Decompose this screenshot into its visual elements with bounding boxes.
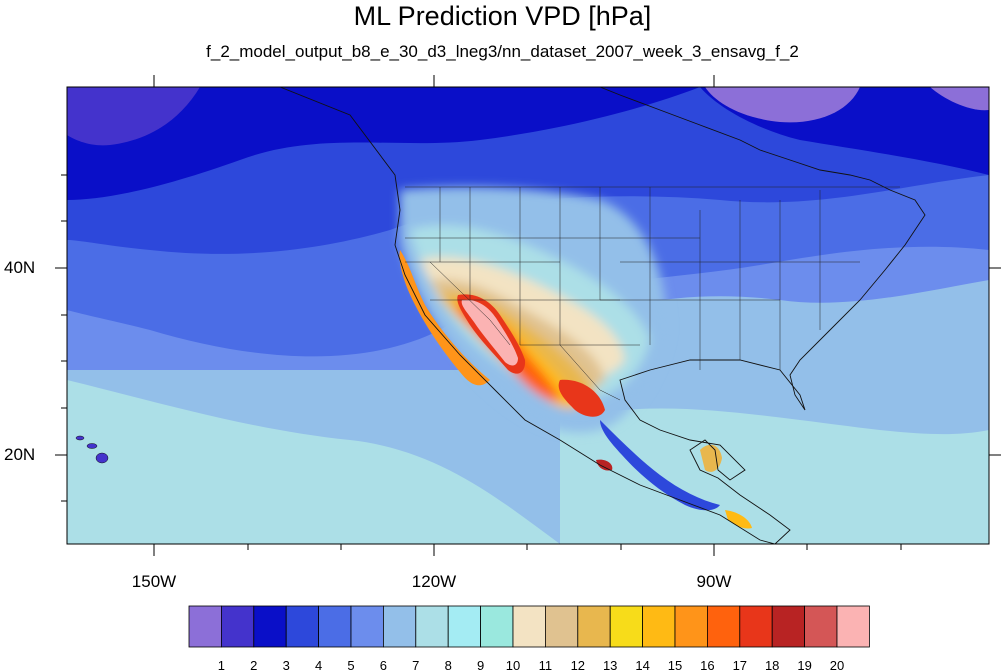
- colorbar-swatch: [739, 605, 773, 648]
- hawaii-islands: [75, 435, 109, 464]
- colorbar-swatch: [415, 605, 449, 648]
- colorbar-level-label: 9: [477, 658, 484, 672]
- colorbar-level-label: 5: [347, 658, 354, 672]
- colorbar-swatch: [771, 605, 806, 648]
- colorbar-swatch: [318, 605, 352, 648]
- continent-coastline: [279, 87, 926, 544]
- centralam-dry: [725, 510, 752, 529]
- colorbar-level-label: 19: [797, 658, 811, 672]
- colorbar-level-label: 20: [830, 658, 844, 672]
- colorbar-swatch: [285, 605, 320, 648]
- field-caribbean-light: [560, 408, 989, 544]
- colorbar-level-label: 6: [380, 658, 387, 672]
- colorbar-level-label: 14: [635, 658, 649, 672]
- field-purple-ne2: [930, 87, 989, 111]
- field-purple-ne: [705, 87, 860, 123]
- colorbar-swatch: [382, 605, 417, 648]
- colorbar-level-label: 2: [250, 658, 257, 672]
- hot-core: [461, 299, 518, 366]
- colorbar-level-label: 17: [733, 658, 747, 672]
- colorbar-swatch: [577, 605, 611, 648]
- colorbar-level-label: 15: [668, 658, 682, 672]
- colorbar-swatch: [609, 605, 644, 648]
- hot-spot-mexico: [558, 379, 605, 417]
- field-purple-nw: [67, 87, 200, 146]
- colorbar-swatch: [512, 605, 546, 648]
- lat-label-20n: 20N: [4, 445, 36, 464]
- colorbar-swatch: [642, 605, 676, 648]
- colorbar-swatch: [836, 605, 870, 648]
- lon-label-150w: 150W: [131, 572, 177, 591]
- lon-label-90w: 90W: [696, 572, 732, 591]
- colorbar-level-label: 4: [315, 658, 322, 672]
- colorbar-swatch: [447, 605, 482, 648]
- colorbar-swatch: [220, 605, 255, 648]
- colorbar-swatch: [188, 605, 222, 648]
- colorbar-swatch: [350, 605, 384, 648]
- colorbar-level-label: 3: [283, 658, 290, 672]
- colorbar-level-label: 10: [506, 658, 520, 672]
- lon-label-120w: 120W: [411, 572, 457, 591]
- colorbar-swatch: [545, 605, 579, 648]
- state-boundaries: [405, 186, 900, 401]
- colorbar-level-label: 13: [603, 658, 617, 672]
- lat-label-40n: 40N: [4, 258, 36, 277]
- colorbar-swatch: [707, 605, 741, 648]
- mexico-hot-dot: [596, 459, 613, 471]
- map-subtitle: f_2_model_output_b8_e_30_d3_lneg3/nn_dat…: [206, 42, 799, 61]
- colorbar-swatch: [253, 605, 287, 648]
- colorbar-level-label: 11: [539, 658, 553, 672]
- colorbar-swatch: [480, 605, 514, 648]
- field-tropical-light: [67, 380, 560, 544]
- colorbar-level-label: 16: [700, 658, 714, 672]
- field-north-band-3: [67, 87, 700, 200]
- colorbar-swatch: [674, 605, 708, 648]
- colorbar-swatch: [804, 605, 838, 648]
- colorbar-level-label: 18: [765, 658, 779, 672]
- yucatan-dry: [700, 444, 722, 472]
- colorbar-level-label: 7: [412, 658, 419, 672]
- colorbar-level-label: 8: [445, 658, 452, 672]
- colorbar-level-label: 12: [571, 658, 585, 672]
- colorbar-level-label: 1: [218, 658, 225, 672]
- axis-ticks: [55, 75, 1001, 556]
- map-title: ML Prediction VPD [hPa]: [353, 1, 652, 31]
